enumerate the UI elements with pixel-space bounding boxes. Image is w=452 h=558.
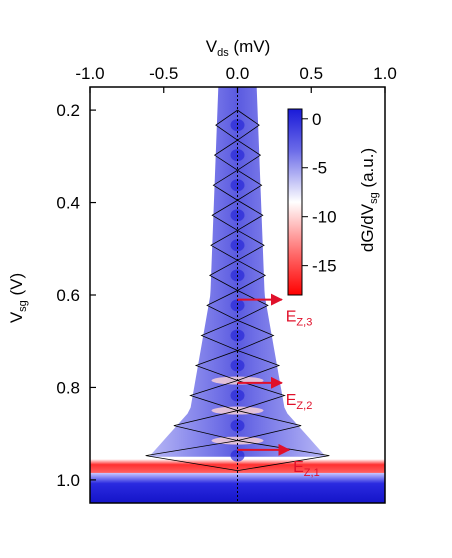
y-tick-label: 1.0	[56, 471, 80, 490]
y-tick-label: 0.8	[56, 378, 80, 397]
colorbar-tick-label: -5	[312, 159, 327, 178]
x-tick-label: 1.0	[373, 64, 397, 83]
colorbar: 0 -5 -10 -15 dG/dVsg (a.u.)	[287, 108, 380, 296]
x-axis-label: Vds (mV)	[206, 37, 271, 59]
colorbar-label: dG/dVsg (a.u.)	[358, 148, 380, 252]
diamond	[145, 440, 330, 472]
conductance-peak	[230, 359, 245, 372]
conductance-peak	[230, 419, 245, 432]
y-tick-label: 0.4	[56, 194, 80, 213]
colorbar-gradient	[287, 108, 303, 296]
conductance-peak	[230, 179, 245, 192]
zeeman-annotations: EZ,3 EZ,2 EZ,1	[237, 293, 320, 479]
y-tick-label: 0.2	[56, 101, 80, 120]
zeeman-label: EZ,1	[293, 459, 320, 479]
zeeman-label: EZ,2	[286, 392, 313, 412]
conductance-peak	[230, 239, 245, 252]
x-axis: -1.0 -0.5 0.0 0.5 1.0	[75, 64, 397, 93]
red-band	[90, 459, 385, 473]
colorbar-tick-label: -15	[312, 257, 337, 276]
y-axis: 0.2 0.4 0.6 0.8 1.0	[56, 101, 96, 490]
x-tick-label: -0.5	[149, 64, 178, 83]
y-tick-label: 0.6	[56, 286, 80, 305]
conductance-peak	[230, 299, 245, 312]
zeeman-label: EZ,3	[286, 309, 313, 329]
x-tick-label: 0.5	[299, 64, 323, 83]
x-tick-label: 0.0	[226, 64, 250, 83]
colorbar-tick-label: -10	[312, 208, 337, 227]
x-tick-label: -1.0	[75, 64, 104, 83]
conductance-peak	[230, 119, 245, 132]
colorbar-tick-label: 0	[312, 110, 321, 129]
y-axis-label: Vsg (V)	[7, 273, 29, 323]
